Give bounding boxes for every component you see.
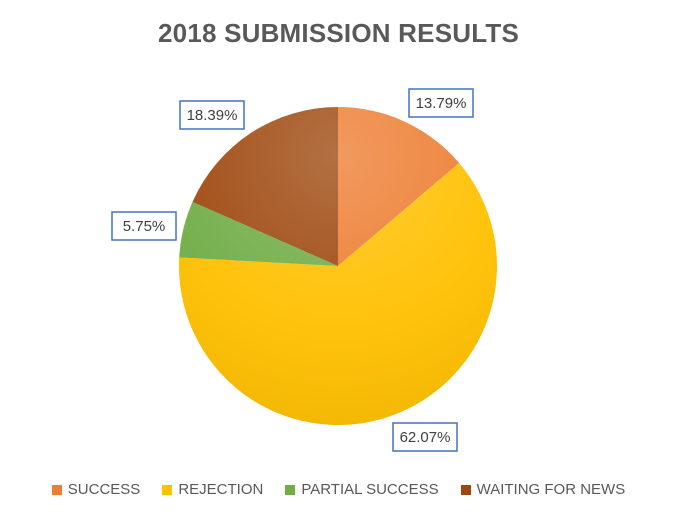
legend-label: REJECTION — [178, 481, 264, 498]
data-label-text: 5.75% — [123, 218, 166, 235]
legend-label: WAITING FOR NEWS — [476, 481, 626, 498]
chart-legend: SUCCESS REJECTION PARTIAL SUCCESS WAITING F… — [0, 481, 677, 498]
data-label-text: 13.79% — [416, 95, 467, 112]
legend-swatch — [162, 484, 173, 495]
legend-item-success: SUCCESS — [51, 481, 141, 498]
legend-item-rejection: REJECTION — [162, 481, 263, 498]
data-label-rejection: 62.07% — [392, 422, 458, 452]
data-label-waiting-for-news: 18.39% — [179, 100, 245, 130]
legend-item-partial-success: PARTIAL SUCCESS — [285, 481, 439, 498]
data-labels: 13.79% 62.07% 5.75% 18.39% — [111, 88, 474, 452]
data-label-text: 18.39% — [187, 107, 238, 124]
legend-label: PARTIAL SUCCESS — [301, 481, 439, 498]
data-label-partial-success: 5.75% — [111, 211, 177, 241]
data-label-box — [179, 100, 245, 130]
legend-swatch — [460, 484, 471, 495]
chart-title: 2018 SUBMISSION RESULTS — [158, 18, 519, 48]
data-label-box — [408, 88, 474, 118]
data-label-text: 62.07% — [400, 429, 451, 446]
legend-swatch — [285, 484, 296, 495]
legend-item-waiting-for-news: WAITING FOR NEWS — [460, 481, 626, 498]
data-label-box — [111, 211, 177, 241]
data-label-box — [392, 422, 458, 452]
legend-label: SUCCESS — [67, 481, 141, 498]
legend-swatch — [51, 484, 62, 495]
pie-slices — [178, 107, 497, 425]
data-label-success: 13.79% — [408, 88, 474, 118]
